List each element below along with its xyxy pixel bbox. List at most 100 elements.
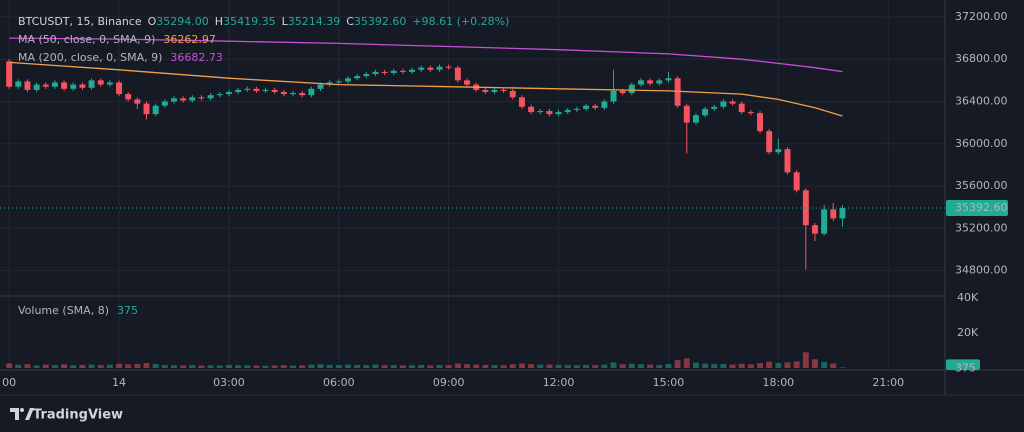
volume-bar <box>381 365 388 368</box>
candle-body <box>335 81 342 83</box>
y-tick-label: 36000.00 <box>955 137 1008 150</box>
volume-bar <box>436 365 443 368</box>
candle-body <box>399 70 406 72</box>
volume-bar <box>656 364 663 368</box>
x-tick-label: 09:00 <box>433 376 465 389</box>
volume-bar <box>592 365 599 368</box>
ma-name: MA (50, close, 0, SMA, 9) <box>18 33 155 46</box>
candle-body <box>299 93 306 96</box>
volume-bar <box>518 363 525 368</box>
candle-body <box>720 101 727 107</box>
candle-body <box>628 84 635 94</box>
volume-bar <box>555 364 562 368</box>
candle-body <box>592 105 599 108</box>
candle-body <box>207 95 214 99</box>
candle-body <box>280 91 287 95</box>
volume-bar <box>106 364 113 368</box>
candle-body <box>317 84 324 89</box>
x-tick-label: 15:00 <box>653 376 685 389</box>
volume-bar <box>610 362 617 368</box>
scales: 37200.00 36800.00 36400.00 36000.00 35600.00… <box>2 10 1008 389</box>
volume-bar <box>473 364 480 368</box>
candle-body <box>225 91 232 95</box>
volume-bar <box>225 364 232 368</box>
l-label: L <box>282 15 289 28</box>
candle-body <box>308 88 315 96</box>
candle-body <box>692 115 699 123</box>
volume-bar <box>344 364 351 368</box>
volume-bar <box>528 364 535 368</box>
volume-bar <box>290 365 296 368</box>
volume-bar <box>207 365 214 368</box>
volume-bar <box>793 361 800 368</box>
legend-header: BTCUSDT, 15, Binance O35294.00 H35419.35 L3… <box>18 15 509 28</box>
volume-bar <box>830 363 837 368</box>
volume-bar <box>180 365 187 368</box>
x-tick-label: 14 <box>112 376 126 389</box>
candle-body <box>793 172 800 191</box>
volume-bar <box>711 364 718 368</box>
candle-body <box>363 74 370 77</box>
candle-body <box>729 101 736 104</box>
ma-name: MA (200, close, 0, SMA, 9) <box>18 51 162 64</box>
candle-body <box>88 80 95 88</box>
candle-body <box>583 105 590 109</box>
volume-bar <box>152 364 159 368</box>
volume-bar <box>335 365 342 368</box>
brand: TradingView <box>33 408 123 423</box>
logo-icon <box>10 408 19 420</box>
y-tick-label: 36400.00 <box>955 95 1008 108</box>
volume-bar <box>15 364 22 368</box>
volume-bar <box>51 365 58 368</box>
volume-bar <box>500 365 507 368</box>
ma-legend: MA (50, close, 0, SMA, 9) 36262.97 <box>18 33 216 46</box>
volume-bar <box>729 364 736 368</box>
y-tick-label: 35200.00 <box>955 221 1008 234</box>
candle-body <box>665 78 672 81</box>
l-value: 35214.39 <box>288 15 341 28</box>
candle-body <box>152 105 159 115</box>
volume-bar <box>161 364 168 368</box>
volume-value-box <box>946 359 980 370</box>
volume-bar <box>24 364 31 368</box>
last-price-box <box>946 200 1008 217</box>
candle-body <box>436 66 443 70</box>
candle-body <box>601 101 608 108</box>
candle-body <box>573 108 580 110</box>
volume-bar <box>464 364 470 368</box>
candle-body <box>381 71 388 73</box>
volume-bar <box>418 364 425 368</box>
candle-body <box>647 80 654 84</box>
volume-bar <box>390 365 397 368</box>
candle-body <box>6 61 13 87</box>
candle-body <box>189 97 196 101</box>
volume-bar <box>491 365 498 368</box>
volume-bar <box>692 362 699 368</box>
volume-bar <box>839 367 846 368</box>
candle-body <box>161 101 168 106</box>
volume-bar <box>116 363 123 368</box>
candle-body <box>427 67 434 70</box>
candle-body <box>262 89 269 91</box>
volume-bar <box>125 364 132 368</box>
volume-bar <box>674 360 681 368</box>
candle-body <box>518 97 525 107</box>
candle-body <box>97 80 104 85</box>
volume-bar <box>573 365 580 368</box>
candle-body <box>24 81 31 90</box>
candle-body <box>564 109 571 113</box>
candle-body <box>198 97 205 99</box>
volume-bar <box>33 365 40 368</box>
candle-body <box>418 67 425 70</box>
candle-body <box>491 89 498 92</box>
x-tick-label: 18:00 <box>762 376 794 389</box>
volume-value: 375 <box>117 304 138 317</box>
x-tick-label: 03:00 <box>213 376 245 389</box>
ma-legend: MA (200, close, 0, SMA, 9) 36682.73 <box>18 51 223 64</box>
candle-body <box>344 78 351 82</box>
volume-tick-label: 40K <box>957 291 979 304</box>
volume-bar <box>97 365 104 368</box>
candle-body <box>125 94 132 100</box>
volume-tick-label: 20K <box>957 326 979 339</box>
volume-legend: Volume (SMA, 8) 375 <box>18 304 138 317</box>
